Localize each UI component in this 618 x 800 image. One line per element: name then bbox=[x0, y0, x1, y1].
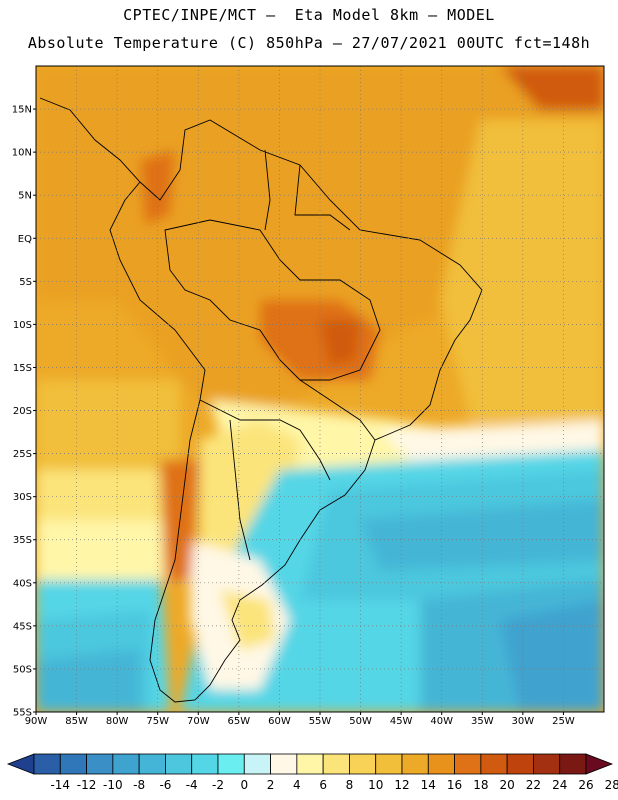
colorbar-swatch bbox=[138, 753, 166, 775]
lon-label: 50W bbox=[349, 716, 372, 727]
lat-label: 15N bbox=[12, 105, 32, 116]
colorbar-swatch bbox=[243, 753, 271, 775]
colorbar-label: -8 bbox=[133, 778, 145, 792]
lon-label: 65W bbox=[228, 716, 251, 727]
colorbar-label: 20 bbox=[500, 778, 515, 792]
lat-label: 5N bbox=[18, 191, 32, 202]
colorbar-label: 24 bbox=[552, 778, 567, 792]
colorbar-label: 22 bbox=[526, 778, 541, 792]
lat-label: 45S bbox=[13, 621, 32, 632]
lat-label: 30S bbox=[13, 492, 32, 503]
colorbar-swatch bbox=[165, 753, 193, 775]
colorbar-swatch bbox=[59, 753, 87, 775]
colorbar-swatch bbox=[191, 753, 219, 775]
colorbar-swatch bbox=[86, 753, 114, 775]
map-title-line-1: CPTEC/INPE/MCT – Eta Model 8km – MODEL bbox=[123, 6, 495, 24]
colorbar-swatch bbox=[33, 753, 61, 775]
lon-label: 90W bbox=[25, 716, 48, 727]
lon-label: 40W bbox=[430, 716, 453, 727]
longitude-labels: 90W 85W 80W 75W 70W 65W 60W 55W 50W 45W 40W 35W 30W 2… bbox=[25, 716, 575, 727]
colorbar-label: 6 bbox=[319, 778, 327, 792]
lon-label: 25W bbox=[552, 716, 575, 727]
colorbar-high-arrow bbox=[585, 753, 614, 775]
colorbar-swatch bbox=[296, 753, 324, 775]
colorbar-label: -4 bbox=[186, 778, 198, 792]
colorbar-low-arrow bbox=[6, 753, 35, 775]
colorbar-label: 26 bbox=[578, 778, 593, 792]
colorbar-swatch bbox=[270, 753, 298, 775]
latitude-labels: 15N 10N 5N EQ 5S 10S 15S 20S 25S 30S 35S 40S 45S 50S 5… bbox=[12, 105, 32, 719]
lon-label: 85W bbox=[65, 716, 88, 727]
lat-label: 25S bbox=[13, 449, 32, 460]
temperature-colorbar: -14 -12 -10 -8 -6 -4 -2 0 2 4 6 8 10 12 14 16 18 20 22 24 26… bbox=[6, 753, 618, 792]
colorbar-swatch bbox=[454, 753, 482, 775]
map-title-line-2: Absolute Temperature (C) 850hPa – 27/07/… bbox=[27, 34, 591, 52]
lat-label: 10S bbox=[13, 320, 32, 331]
lat-label: 55S bbox=[13, 708, 32, 719]
colorbar-swatch bbox=[401, 753, 429, 775]
colorbar-label: 14 bbox=[421, 778, 436, 792]
colorbar-label: 4 bbox=[293, 778, 301, 792]
colorbar-swatch bbox=[217, 753, 245, 775]
colorbar-label: 8 bbox=[346, 778, 354, 792]
colorbar-swatch bbox=[349, 753, 377, 775]
lon-label: 80W bbox=[106, 716, 129, 727]
colorbar-swatch bbox=[533, 753, 561, 775]
colorbar-swatch bbox=[375, 753, 403, 775]
colorbar-label: -14 bbox=[50, 778, 70, 792]
lon-label: 70W bbox=[187, 716, 210, 727]
colorbar-label: 12 bbox=[394, 778, 409, 792]
colorbar-label: 0 bbox=[240, 778, 248, 792]
lon-label: 55W bbox=[309, 716, 332, 727]
colorbar-swatch bbox=[506, 753, 534, 775]
colorbar-label: 10 bbox=[368, 778, 383, 792]
colorbar-swatch bbox=[559, 753, 587, 775]
colorbar-label: -2 bbox=[212, 778, 224, 792]
lon-label: 60W bbox=[268, 716, 291, 727]
lat-label: 5S bbox=[19, 277, 32, 288]
colorbar-swatch bbox=[322, 753, 350, 775]
lat-label: 40S bbox=[13, 578, 32, 589]
lat-lon-grid bbox=[36, 66, 604, 712]
lat-label: EQ bbox=[18, 234, 32, 245]
colorbar-swatch bbox=[480, 753, 508, 775]
colorbar-label: -12 bbox=[77, 778, 97, 792]
colorbar-label: -6 bbox=[159, 778, 171, 792]
temperature-field bbox=[36, 66, 604, 712]
lat-label: 50S bbox=[13, 664, 32, 675]
lat-label: 35S bbox=[13, 535, 32, 546]
lat-label: 20S bbox=[13, 406, 32, 417]
colorbar-swatch bbox=[112, 753, 140, 775]
colorbar-label: 28 bbox=[605, 778, 618, 792]
lon-label: 45W bbox=[390, 716, 413, 727]
lon-label: 30W bbox=[512, 716, 535, 727]
colorbar-label: 2 bbox=[267, 778, 275, 792]
lat-label: 15S bbox=[13, 363, 32, 374]
lat-label: 10N bbox=[12, 148, 32, 159]
lon-label: 75W bbox=[146, 716, 169, 727]
colorbar-label: 16 bbox=[447, 778, 462, 792]
lon-label: 35W bbox=[471, 716, 494, 727]
colorbar-label: 18 bbox=[473, 778, 488, 792]
colorbar-label: -10 bbox=[103, 778, 123, 792]
colorbar-swatch bbox=[427, 753, 455, 775]
axis-ticks bbox=[33, 108, 564, 715]
